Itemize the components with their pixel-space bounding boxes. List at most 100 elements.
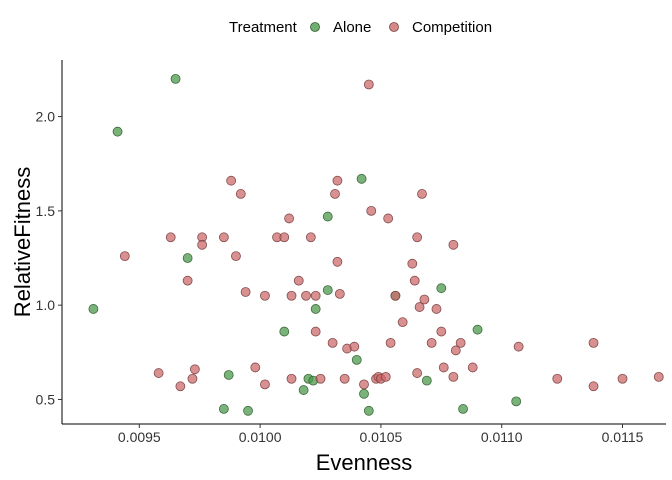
data-point-competition (407, 258, 418, 269)
data-point-alone (88, 304, 99, 314)
y-tick-label: 2.0 (36, 109, 56, 125)
legend: Treatment Alone Competition (229, 19, 492, 36)
data-point-alone (421, 375, 432, 386)
data-point-competition (250, 362, 261, 373)
data-point-alone (356, 173, 367, 184)
data-point-competition (119, 251, 130, 262)
data-point-competition (436, 326, 447, 337)
x-tick-label: 0.0105 (359, 429, 402, 445)
data-point-competition (414, 302, 425, 312)
data-point-competition (617, 373, 628, 384)
data-point-competition (189, 364, 200, 375)
data-point-alone (511, 396, 522, 407)
data-point-competition (286, 290, 297, 301)
data-point-competition (332, 175, 343, 186)
data-point-competition (450, 345, 461, 356)
data-point-competition (380, 371, 391, 382)
data-point-alone (170, 73, 181, 84)
legend-label-competition: Competition (412, 19, 492, 36)
x-tick-label: 0.0095 (118, 429, 161, 445)
x-axis-title: Evenness (316, 450, 413, 475)
data-point-competition (339, 373, 350, 384)
data-point-alone (322, 211, 333, 222)
y-tick-label: 0.5 (36, 391, 56, 407)
data-point-alone (363, 405, 374, 416)
data-point-alone (351, 354, 362, 365)
data-point-competition (226, 175, 237, 186)
data-point-alone (112, 126, 123, 137)
data-point-competition (153, 368, 164, 378)
data-point-alone (472, 324, 483, 335)
legend-key-alone (310, 22, 320, 32)
data-point-competition (293, 275, 304, 286)
data-point-competition (419, 294, 430, 305)
data-point-competition (182, 275, 193, 286)
x-ticks: 0.0095 0.0100 0.0105 0.0110 0.0115 (118, 424, 644, 445)
data-point-competition (235, 189, 246, 199)
x-tick-label: 0.0100 (239, 429, 282, 445)
legend-label-alone: Alone (333, 19, 371, 36)
data-point-competition (426, 338, 437, 348)
data-point-competition (332, 256, 343, 267)
data-point-competition (165, 232, 176, 243)
data-point-competition (218, 232, 229, 243)
data-points (88, 73, 664, 416)
x-tick-label: 0.0110 (481, 429, 523, 445)
data-point-competition (385, 338, 396, 348)
data-point-competition (448, 371, 459, 382)
data-point-competition (455, 338, 466, 348)
data-point-competition (349, 341, 360, 352)
data-point-competition (552, 373, 563, 384)
data-point-competition (588, 381, 599, 392)
data-point-competition (187, 373, 198, 384)
data-point-alone (436, 283, 447, 294)
data-point-competition (240, 287, 251, 297)
data-point-competition (409, 275, 420, 286)
data-point-competition (286, 373, 297, 384)
data-point-competition (334, 288, 345, 299)
y-ticks: 0.5 1.0 1.5 2.0 (36, 109, 62, 407)
data-point-competition (448, 239, 459, 250)
data-point-competition (330, 189, 340, 199)
y-axis-title: RelativeFitness (10, 167, 35, 317)
data-point-alone (322, 285, 333, 295)
data-point-competition (175, 381, 186, 392)
data-point-competition (310, 326, 321, 337)
data-point-competition (359, 379, 369, 390)
data-point-competition (467, 362, 478, 373)
data-point-competition (315, 373, 326, 384)
data-point-alone (243, 405, 253, 416)
data-point-competition (588, 338, 599, 348)
data-point-competition (653, 371, 664, 382)
data-point-competition (397, 317, 408, 328)
data-point-alone (298, 385, 309, 395)
data-point-competition (327, 338, 338, 348)
x-tick-label: 0.0115 (602, 429, 644, 445)
y-tick-label: 1.0 (36, 297, 56, 313)
data-point-competition (431, 304, 442, 314)
legend-key-competition (389, 22, 399, 32)
data-point-competition (231, 251, 241, 262)
data-point-competition (363, 79, 374, 90)
data-point-competition (366, 205, 377, 216)
data-point-competition (260, 290, 270, 301)
data-point-alone (279, 326, 290, 337)
data-point-competition (310, 290, 321, 301)
data-point-alone (223, 370, 234, 380)
data-point-competition (412, 232, 423, 243)
data-point-competition (412, 368, 423, 378)
data-point-competition (284, 213, 295, 224)
data-point-competition (301, 290, 311, 301)
data-point-competition (305, 232, 316, 243)
data-point-competition (260, 379, 270, 390)
data-point-competition (390, 290, 401, 301)
data-point-alone (310, 304, 321, 314)
data-point-alone (182, 253, 193, 263)
data-point-alone (218, 404, 229, 414)
data-point-alone (458, 404, 468, 414)
y-tick-label: 1.5 (36, 203, 56, 219)
data-point-alone (359, 388, 369, 399)
data-point-competition (513, 341, 524, 352)
data-point-competition (197, 239, 208, 250)
